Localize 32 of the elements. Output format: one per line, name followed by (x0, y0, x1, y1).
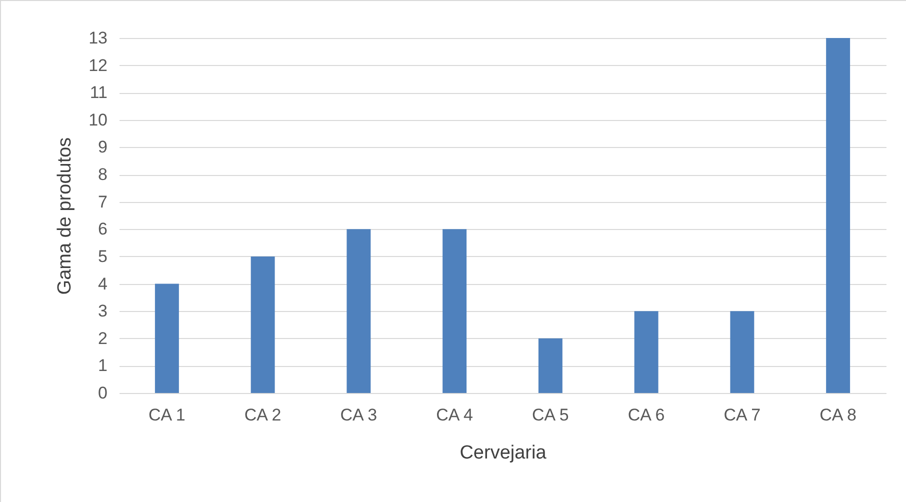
bar (730, 311, 754, 393)
y-tick-label: 7 (98, 192, 108, 212)
x-tick-label: CA 4 (436, 406, 473, 424)
y-tick-label: 2 (98, 328, 108, 348)
bar (250, 256, 275, 393)
x-tick-label: CA 8 (820, 406, 856, 424)
x-tick-label: CA 5 (532, 406, 569, 424)
x-tick-label: CA 3 (340, 406, 378, 424)
y-tick-label: 12 (88, 56, 108, 75)
x-axis-title: Cervejaria (460, 442, 547, 464)
x-tick-label: CA 1 (148, 406, 186, 424)
bar (634, 311, 658, 393)
y-tick-label: 5 (98, 246, 108, 266)
bar (826, 38, 850, 393)
y-tick-label: 3 (98, 302, 108, 321)
y-tick-label: 11 (90, 83, 108, 102)
y-axis-title: Gama de produtos (54, 137, 76, 295)
y-tick-label: 0 (98, 384, 108, 402)
bar (538, 338, 562, 393)
y-tick-label: 1 (98, 356, 108, 376)
bar (346, 229, 371, 393)
y-tick-label: 6 (98, 220, 108, 239)
x-tick-label: CA 7 (724, 406, 761, 424)
x-tick-label: CA 6 (628, 406, 665, 424)
y-tick-label: 4 (98, 274, 108, 294)
y-tick-label: 10 (88, 110, 108, 130)
y-tick-label: 13 (88, 28, 108, 48)
x-tick-label: CA 2 (244, 406, 282, 424)
y-tick-label: 9 (98, 138, 108, 157)
y-tick-label: 8 (98, 165, 108, 184)
bar (442, 229, 467, 393)
bar (154, 284, 179, 393)
